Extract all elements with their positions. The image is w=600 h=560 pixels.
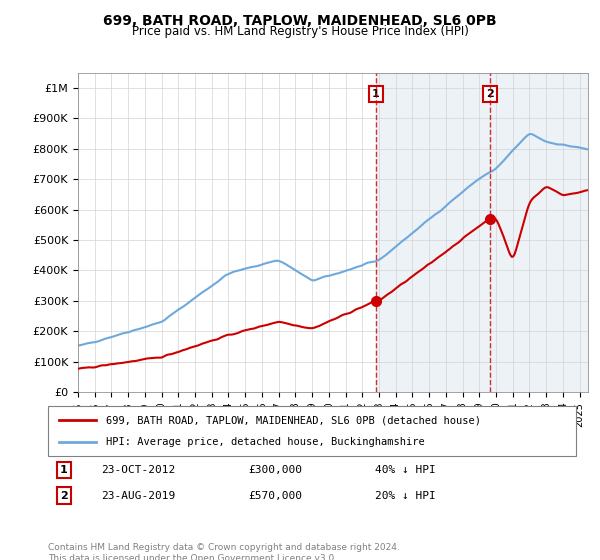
Text: 40% ↓ HPI: 40% ↓ HPI bbox=[376, 465, 436, 475]
Text: Price paid vs. HM Land Registry's House Price Index (HPI): Price paid vs. HM Land Registry's House … bbox=[131, 25, 469, 38]
Bar bbox=[376, 73, 490, 392]
FancyBboxPatch shape bbox=[48, 406, 576, 456]
Text: 1: 1 bbox=[60, 465, 68, 475]
Text: 23-AUG-2019: 23-AUG-2019 bbox=[101, 491, 175, 501]
Text: £570,000: £570,000 bbox=[248, 491, 302, 501]
Text: 2: 2 bbox=[60, 491, 68, 501]
Text: 23-OCT-2012: 23-OCT-2012 bbox=[101, 465, 175, 475]
Text: 1: 1 bbox=[372, 89, 380, 99]
Text: 20% ↓ HPI: 20% ↓ HPI bbox=[376, 491, 436, 501]
Bar bbox=[490, 73, 588, 392]
Text: 699, BATH ROAD, TAPLOW, MAIDENHEAD, SL6 0PB: 699, BATH ROAD, TAPLOW, MAIDENHEAD, SL6 … bbox=[103, 14, 497, 28]
Text: £300,000: £300,000 bbox=[248, 465, 302, 475]
Text: Contains HM Land Registry data © Crown copyright and database right 2024.
This d: Contains HM Land Registry data © Crown c… bbox=[48, 543, 400, 560]
Text: HPI: Average price, detached house, Buckinghamshire: HPI: Average price, detached house, Buck… bbox=[106, 437, 425, 447]
Text: 699, BATH ROAD, TAPLOW, MAIDENHEAD, SL6 0PB (detached house): 699, BATH ROAD, TAPLOW, MAIDENHEAD, SL6 … bbox=[106, 415, 481, 425]
Text: 2: 2 bbox=[486, 89, 494, 99]
